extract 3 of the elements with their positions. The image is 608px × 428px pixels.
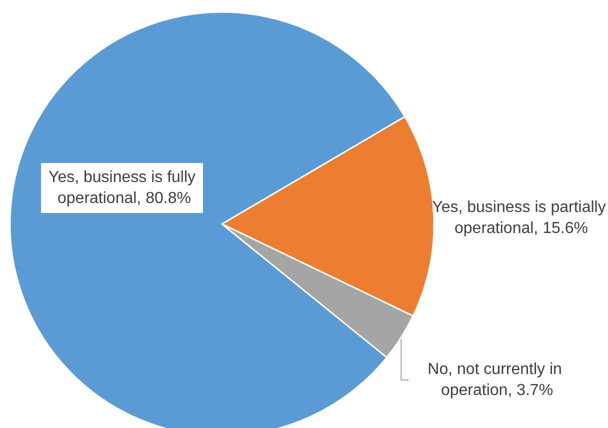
slice-label: No, not currently in operation, 3.7%	[428, 361, 566, 399]
slice-label: Yes, business is partially operational, 15.6%	[432, 199, 606, 237]
slice-label: Yes, business is fully operational, 80.8%	[48, 169, 196, 207]
